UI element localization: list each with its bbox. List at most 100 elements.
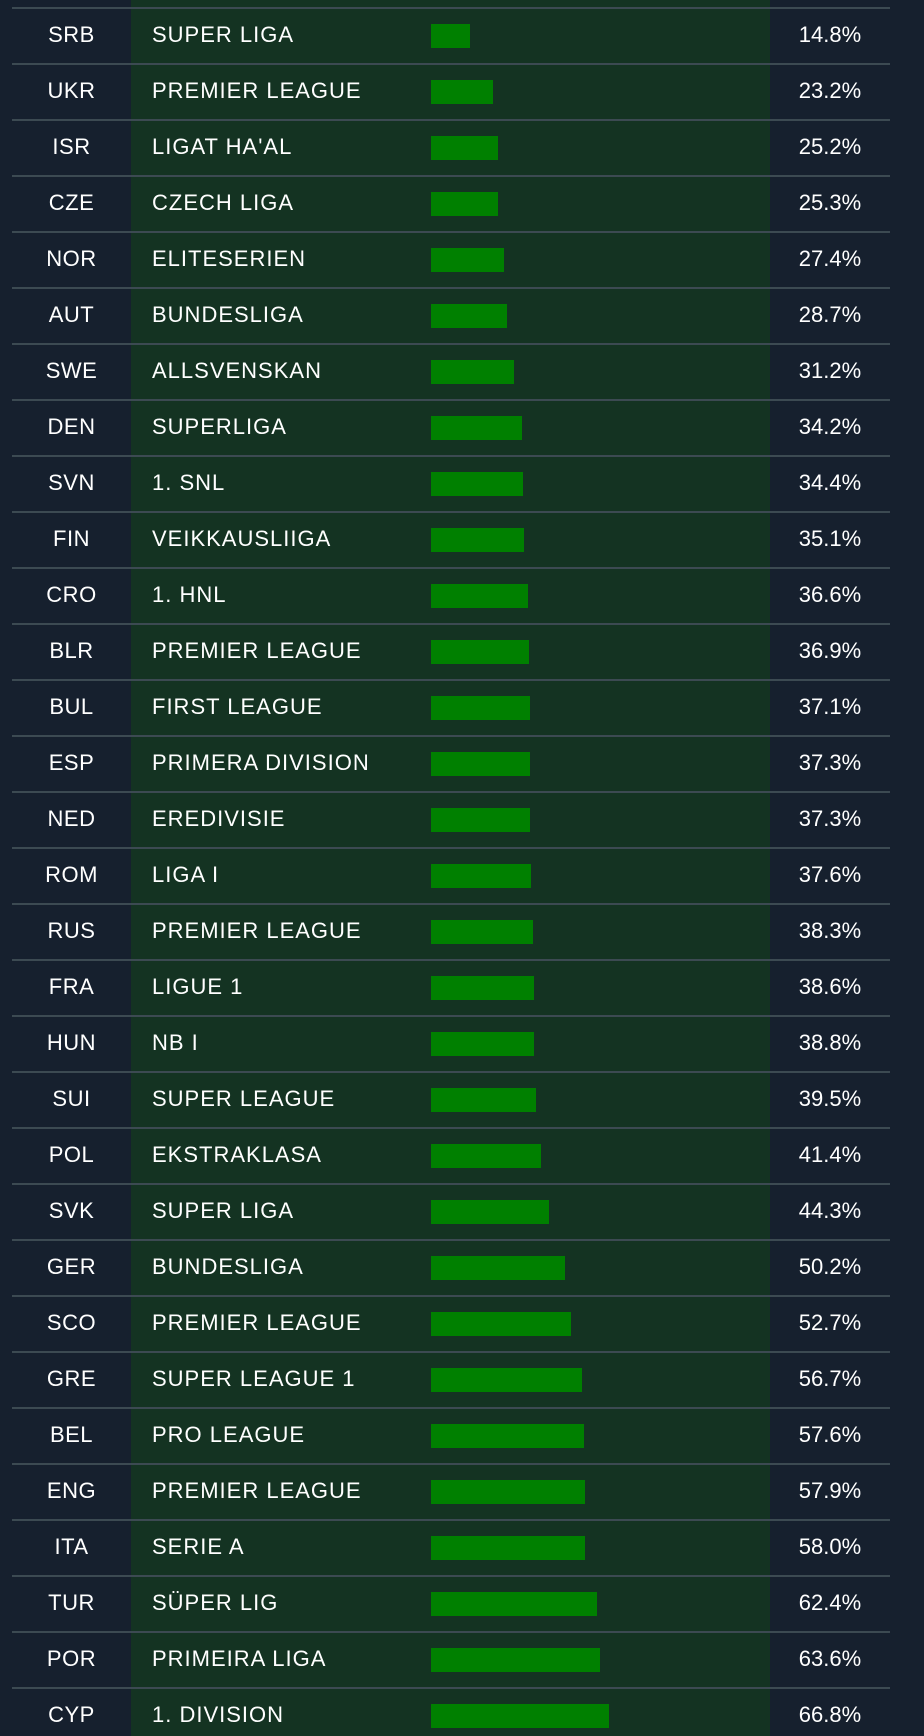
table-row[interactable]: POL EKSTRAKLASA 41.4%	[0, 1128, 924, 1184]
value-bar	[431, 1256, 565, 1280]
value-bar	[431, 416, 522, 440]
league-name: SERIE A	[152, 1534, 245, 1559]
percentage-value: 37.1%	[798, 694, 862, 719]
percentage-value: 36.6%	[798, 582, 862, 607]
table-row[interactable]: NOR ELITESERIEN 27.4%	[0, 232, 924, 288]
value-bar	[431, 1312, 571, 1336]
percentage-value: 41.4%	[798, 1142, 862, 1167]
country-code: NED	[47, 806, 96, 831]
league-name: EREDIVISIE	[152, 806, 286, 831]
table-row[interactable]: POR PRIMEIRA LIGA 63.6%	[0, 1632, 924, 1688]
league-name: PREMIER LEAGUE	[152, 78, 362, 103]
percentage-value: 37.3%	[798, 750, 862, 775]
row-separator	[12, 175, 890, 177]
row-separator	[12, 567, 890, 569]
country-code: SWE	[45, 358, 98, 383]
table-row[interactable]: FIN VEIKKAUSLIIGA 35.1%	[0, 512, 924, 568]
percentage-value: 23.2%	[798, 78, 862, 103]
table-row[interactable]: SCO PREMIER LEAGUE 52.7%	[0, 1296, 924, 1352]
percentage-value: 50.2%	[798, 1254, 862, 1279]
percentage-value: 38.6%	[798, 974, 862, 999]
table-row[interactable]: GER BUNDESLIGA 50.2%	[0, 1240, 924, 1296]
table-row[interactable]: UKR PREMIER LEAGUE 23.2%	[0, 64, 924, 120]
row-separator	[12, 455, 890, 457]
country-code: CRO	[46, 582, 97, 607]
row-separator	[12, 119, 890, 121]
percentage-value: 36.9%	[798, 638, 862, 663]
country-code: POR	[46, 1646, 97, 1671]
value-bar	[431, 472, 523, 496]
row-separator	[12, 1351, 890, 1353]
value-bar	[431, 1424, 584, 1448]
row-separator	[12, 1687, 890, 1689]
value-bar	[431, 360, 514, 384]
table-row[interactable]: SWE ALLSVENSKAN 31.2%	[0, 344, 924, 400]
percentage-value: 39.5%	[798, 1086, 862, 1111]
table-row[interactable]: BUL FIRST LEAGUE 37.1%	[0, 680, 924, 736]
percentage-value: 37.3%	[798, 806, 862, 831]
league-name: 1. HNL	[152, 582, 227, 607]
table-row[interactable]: CYP 1. DIVISION 66.8%	[0, 1688, 924, 1736]
table-row[interactable]: HUN NB I 38.8%	[0, 1016, 924, 1072]
league-name: PREMIER LEAGUE	[152, 638, 362, 663]
percentage-value: 27.4%	[798, 246, 862, 271]
table-row[interactable]: SUI SUPER LEAGUE 39.5%	[0, 1072, 924, 1128]
percentage-value: 44.3%	[798, 1198, 862, 1223]
percentage-value: 25.2%	[798, 134, 862, 159]
country-code: NOR	[46, 246, 97, 271]
table-row[interactable]: CRO 1. HNL 36.6%	[0, 568, 924, 624]
table-row[interactable]: SVK SUPER LIGA 44.3%	[0, 1184, 924, 1240]
table-row[interactable]: ESP PRIMERA DIVISION 37.3%	[0, 736, 924, 792]
table-row[interactable]: SRB SUPER LIGA 14.8%	[0, 8, 924, 64]
table-row[interactable]: NED EREDIVISIE 37.3%	[0, 792, 924, 848]
table-row[interactable]: ROM LIGA I 37.6%	[0, 848, 924, 904]
row-separator	[12, 343, 890, 345]
country-code: BLR	[49, 638, 94, 663]
country-code: FRA	[48, 974, 95, 999]
percentage-value: 14.8%	[798, 22, 862, 47]
table-row[interactable]: ISR LIGAT HA'AL 25.2%	[0, 120, 924, 176]
table-row[interactable]: TUR SÜPER LIG 62.4%	[0, 1576, 924, 1632]
row-separator	[12, 1071, 890, 1073]
table-row[interactable]: RUS PREMIER LEAGUE 38.3%	[0, 904, 924, 960]
league-name: 1. DIVISION	[152, 1702, 285, 1727]
league-name: CZECH LIGA	[152, 190, 295, 215]
table-row[interactable]: AUT BUNDESLIGA 28.7%	[0, 288, 924, 344]
row-separator	[12, 287, 890, 289]
country-code: UKR	[47, 78, 96, 103]
table-row[interactable]: BEL PRO LEAGUE 57.6%	[0, 1408, 924, 1464]
percentage-value: 34.4%	[798, 470, 862, 495]
league-name: NB I	[152, 1030, 199, 1055]
table-row[interactable]: GRE SUPER LEAGUE 1 56.7%	[0, 1352, 924, 1408]
country-code: FIN	[53, 526, 90, 551]
table-row[interactable]: ITA SERIE A 58.0%	[0, 1520, 924, 1576]
country-code: SRB	[48, 22, 95, 47]
league-name: PRIMEIRA LIGA	[152, 1646, 327, 1671]
league-name: PREMIER LEAGUE	[152, 1310, 362, 1335]
table-row[interactable]: ENG PREMIER LEAGUE 57.9%	[0, 1464, 924, 1520]
value-bar	[431, 1592, 597, 1616]
value-bar	[431, 192, 498, 216]
table-row[interactable]: DEN SUPERLIGA 34.2%	[0, 400, 924, 456]
league-name: 1. SNL	[152, 470, 226, 495]
percentage-value: 56.7%	[798, 1366, 862, 1391]
country-code: ROM	[45, 862, 98, 887]
row-separator	[12, 1631, 890, 1633]
table-row[interactable]: SVN 1. SNL 34.4%	[0, 456, 924, 512]
league-name: ELITESERIEN	[152, 246, 307, 271]
league-name: FIRST LEAGUE	[152, 694, 323, 719]
country-code: CZE	[48, 190, 95, 215]
country-code: SVK	[48, 1198, 95, 1223]
country-code: BEL	[49, 1422, 94, 1447]
row-separator	[12, 847, 890, 849]
table-row[interactable]: CZE CZECH LIGA 25.3%	[0, 176, 924, 232]
country-code: HUN	[46, 1030, 97, 1055]
row-separator	[12, 1295, 890, 1297]
row-separator	[12, 399, 890, 401]
table-row[interactable]: BLR PREMIER LEAGUE 36.9%	[0, 624, 924, 680]
table-row[interactable]: FRA LIGUE 1 38.6%	[0, 960, 924, 1016]
value-bar	[431, 80, 493, 104]
value-bar	[431, 864, 531, 888]
percentage-value: 28.7%	[798, 302, 862, 327]
row-separator	[12, 1127, 890, 1129]
